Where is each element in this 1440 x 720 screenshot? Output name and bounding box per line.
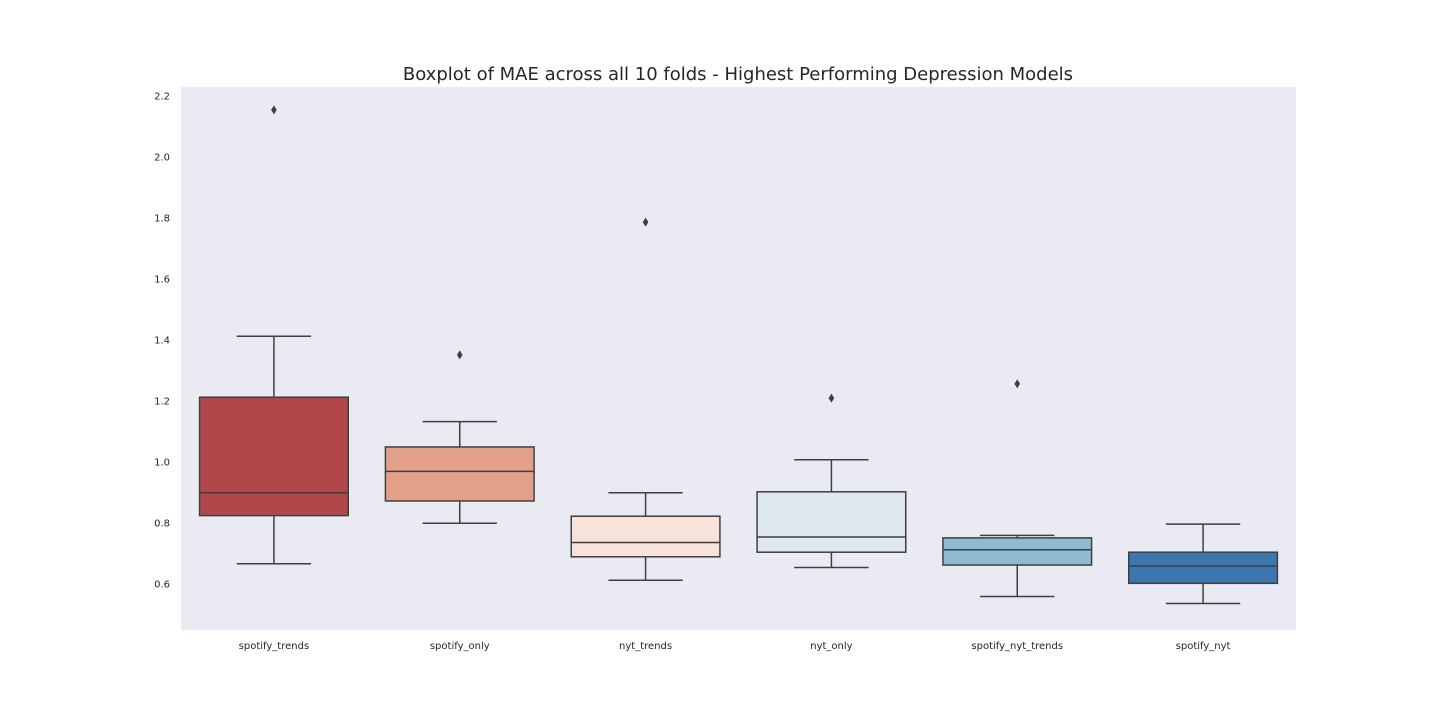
box-group-spotify-nyt-trends (942, 379, 1093, 598)
box-spotify-nyt-trends (942, 537, 1093, 566)
box-group-nyt-trends (570, 217, 721, 582)
y-tick-label: 1.0 (154, 458, 170, 469)
y-tick-label: 1.8 (154, 214, 170, 225)
y-tick-label: 1.6 (154, 275, 170, 286)
box-spotify-trends (198, 396, 349, 517)
box-nyt-trends (570, 515, 721, 558)
box-group-nyt-only (756, 393, 907, 569)
plot-area (181, 87, 1296, 630)
y-tick-label: 2.0 (154, 153, 170, 164)
y-axis-ticks: 0.6 0.8 1.0 1.2 1.4 1.6 1.8 2.0 2.2 (154, 92, 170, 591)
x-tick-label: nyt_trends (619, 641, 672, 652)
y-tick-label: 0.8 (154, 519, 170, 530)
x-tick-label: nyt_only (810, 641, 852, 652)
x-tick-label: spotify_only (430, 641, 490, 652)
y-tick-label: 0.6 (154, 580, 170, 591)
chart-marks (198, 105, 1279, 605)
box-group-spotify-only (384, 350, 535, 524)
y-tick-label: 2.2 (154, 92, 170, 103)
y-tick-label: 1.2 (154, 397, 170, 408)
x-axis-ticks: spotify_trends spotify_only nyt_trends nyt_… (239, 641, 1231, 652)
x-tick-label: spotify_nyt (1176, 641, 1231, 652)
outlier-point (642, 217, 649, 227)
y-tick-label: 1.4 (154, 336, 170, 347)
box-group-spotify-nyt (1128, 523, 1279, 605)
outlier-point (1014, 379, 1021, 389)
outlier-point (828, 393, 835, 403)
outlier-point (456, 350, 463, 360)
box-nyt-only (756, 491, 907, 553)
box-spotify-nyt (1128, 551, 1279, 585)
x-tick-label: spotify_trends (239, 641, 310, 652)
x-tick-label: spotify_nyt_trends (971, 641, 1063, 652)
box-group-spotify-trends (198, 105, 349, 565)
outlier-point (271, 105, 277, 115)
box-spotify-only (384, 446, 535, 502)
chart-title: Boxplot of MAE across all 10 folds - Hig… (403, 64, 1073, 85)
